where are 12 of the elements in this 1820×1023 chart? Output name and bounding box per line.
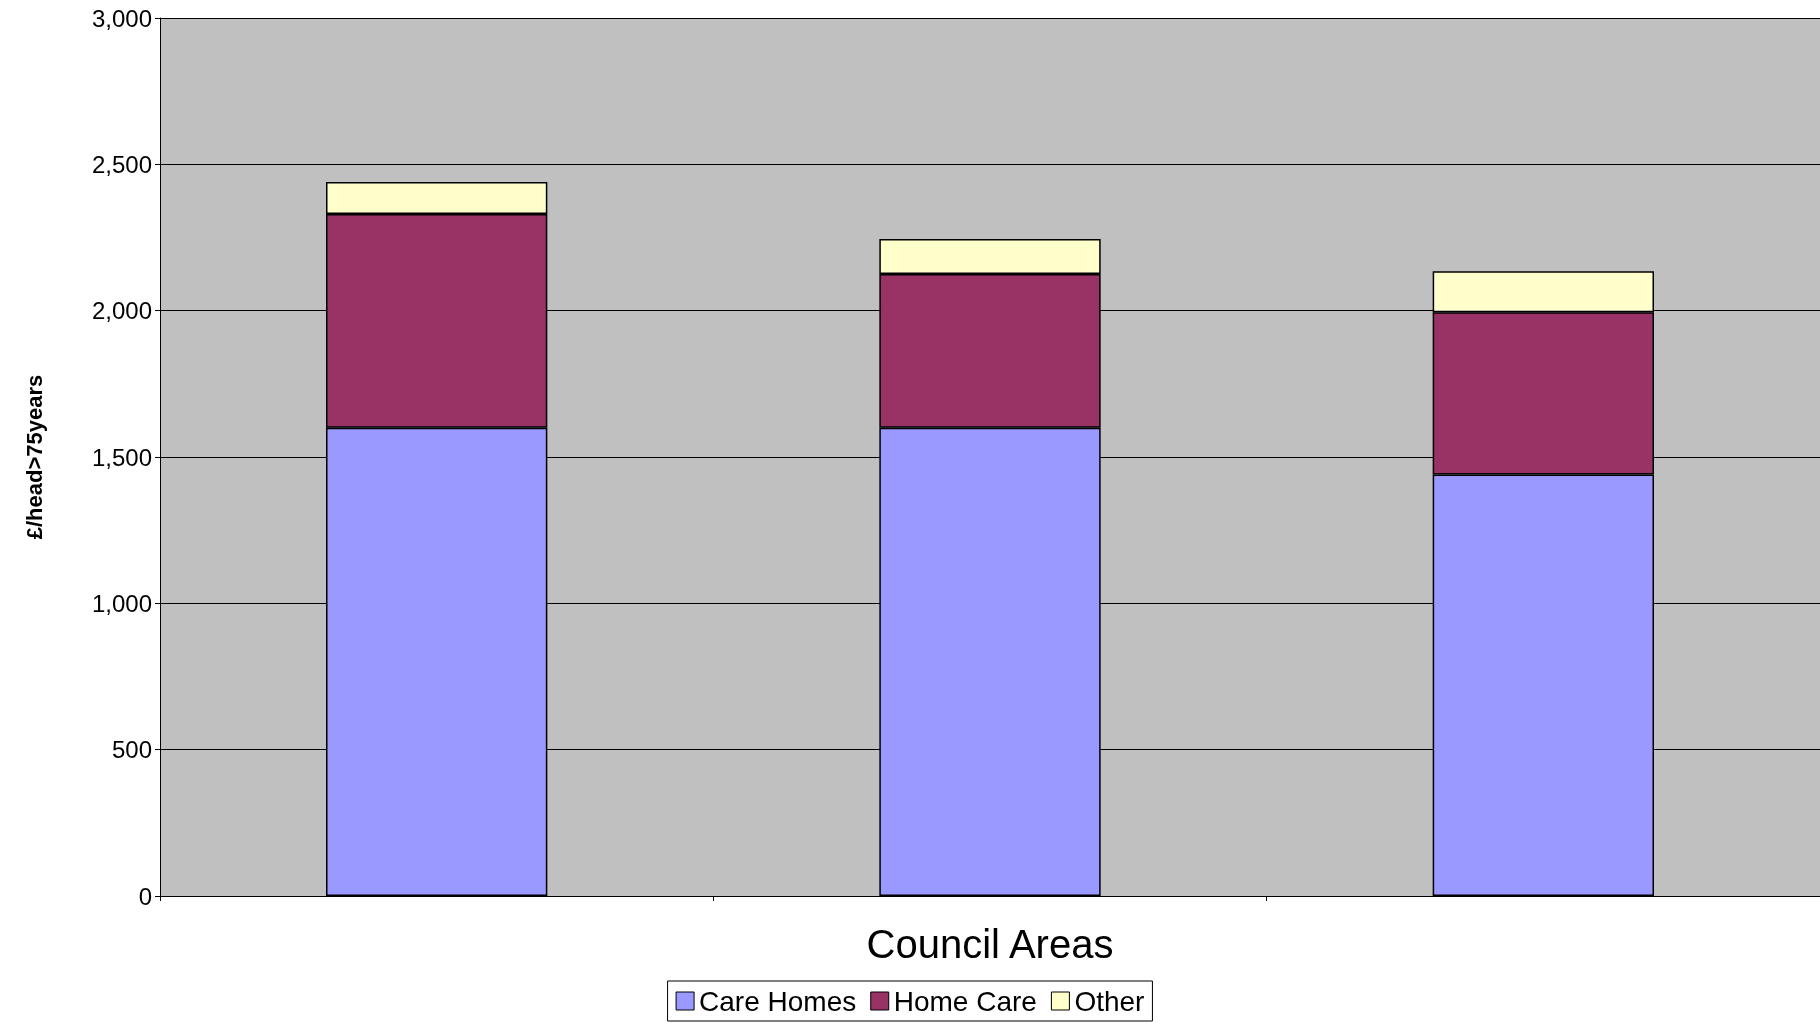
legend-label: Home Care — [893, 985, 1037, 1017]
y-tick-label: 0 — [138, 882, 152, 910]
legend-label: Care Homes — [699, 985, 857, 1017]
y-tick-label: 1,000 — [91, 589, 152, 617]
y-tick-label: 500 — [111, 736, 152, 764]
y-tick-label: 2,500 — [91, 150, 152, 178]
legend-label: Other — [1074, 985, 1145, 1017]
y-axis-title: £/head>75years — [21, 374, 47, 540]
y-tick-label: 3,000 — [91, 4, 152, 32]
y-tick-label: 1,500 — [91, 443, 152, 471]
x-axis-title: Council Areas — [866, 922, 1114, 966]
y-tick-label: 2,000 — [91, 297, 152, 325]
